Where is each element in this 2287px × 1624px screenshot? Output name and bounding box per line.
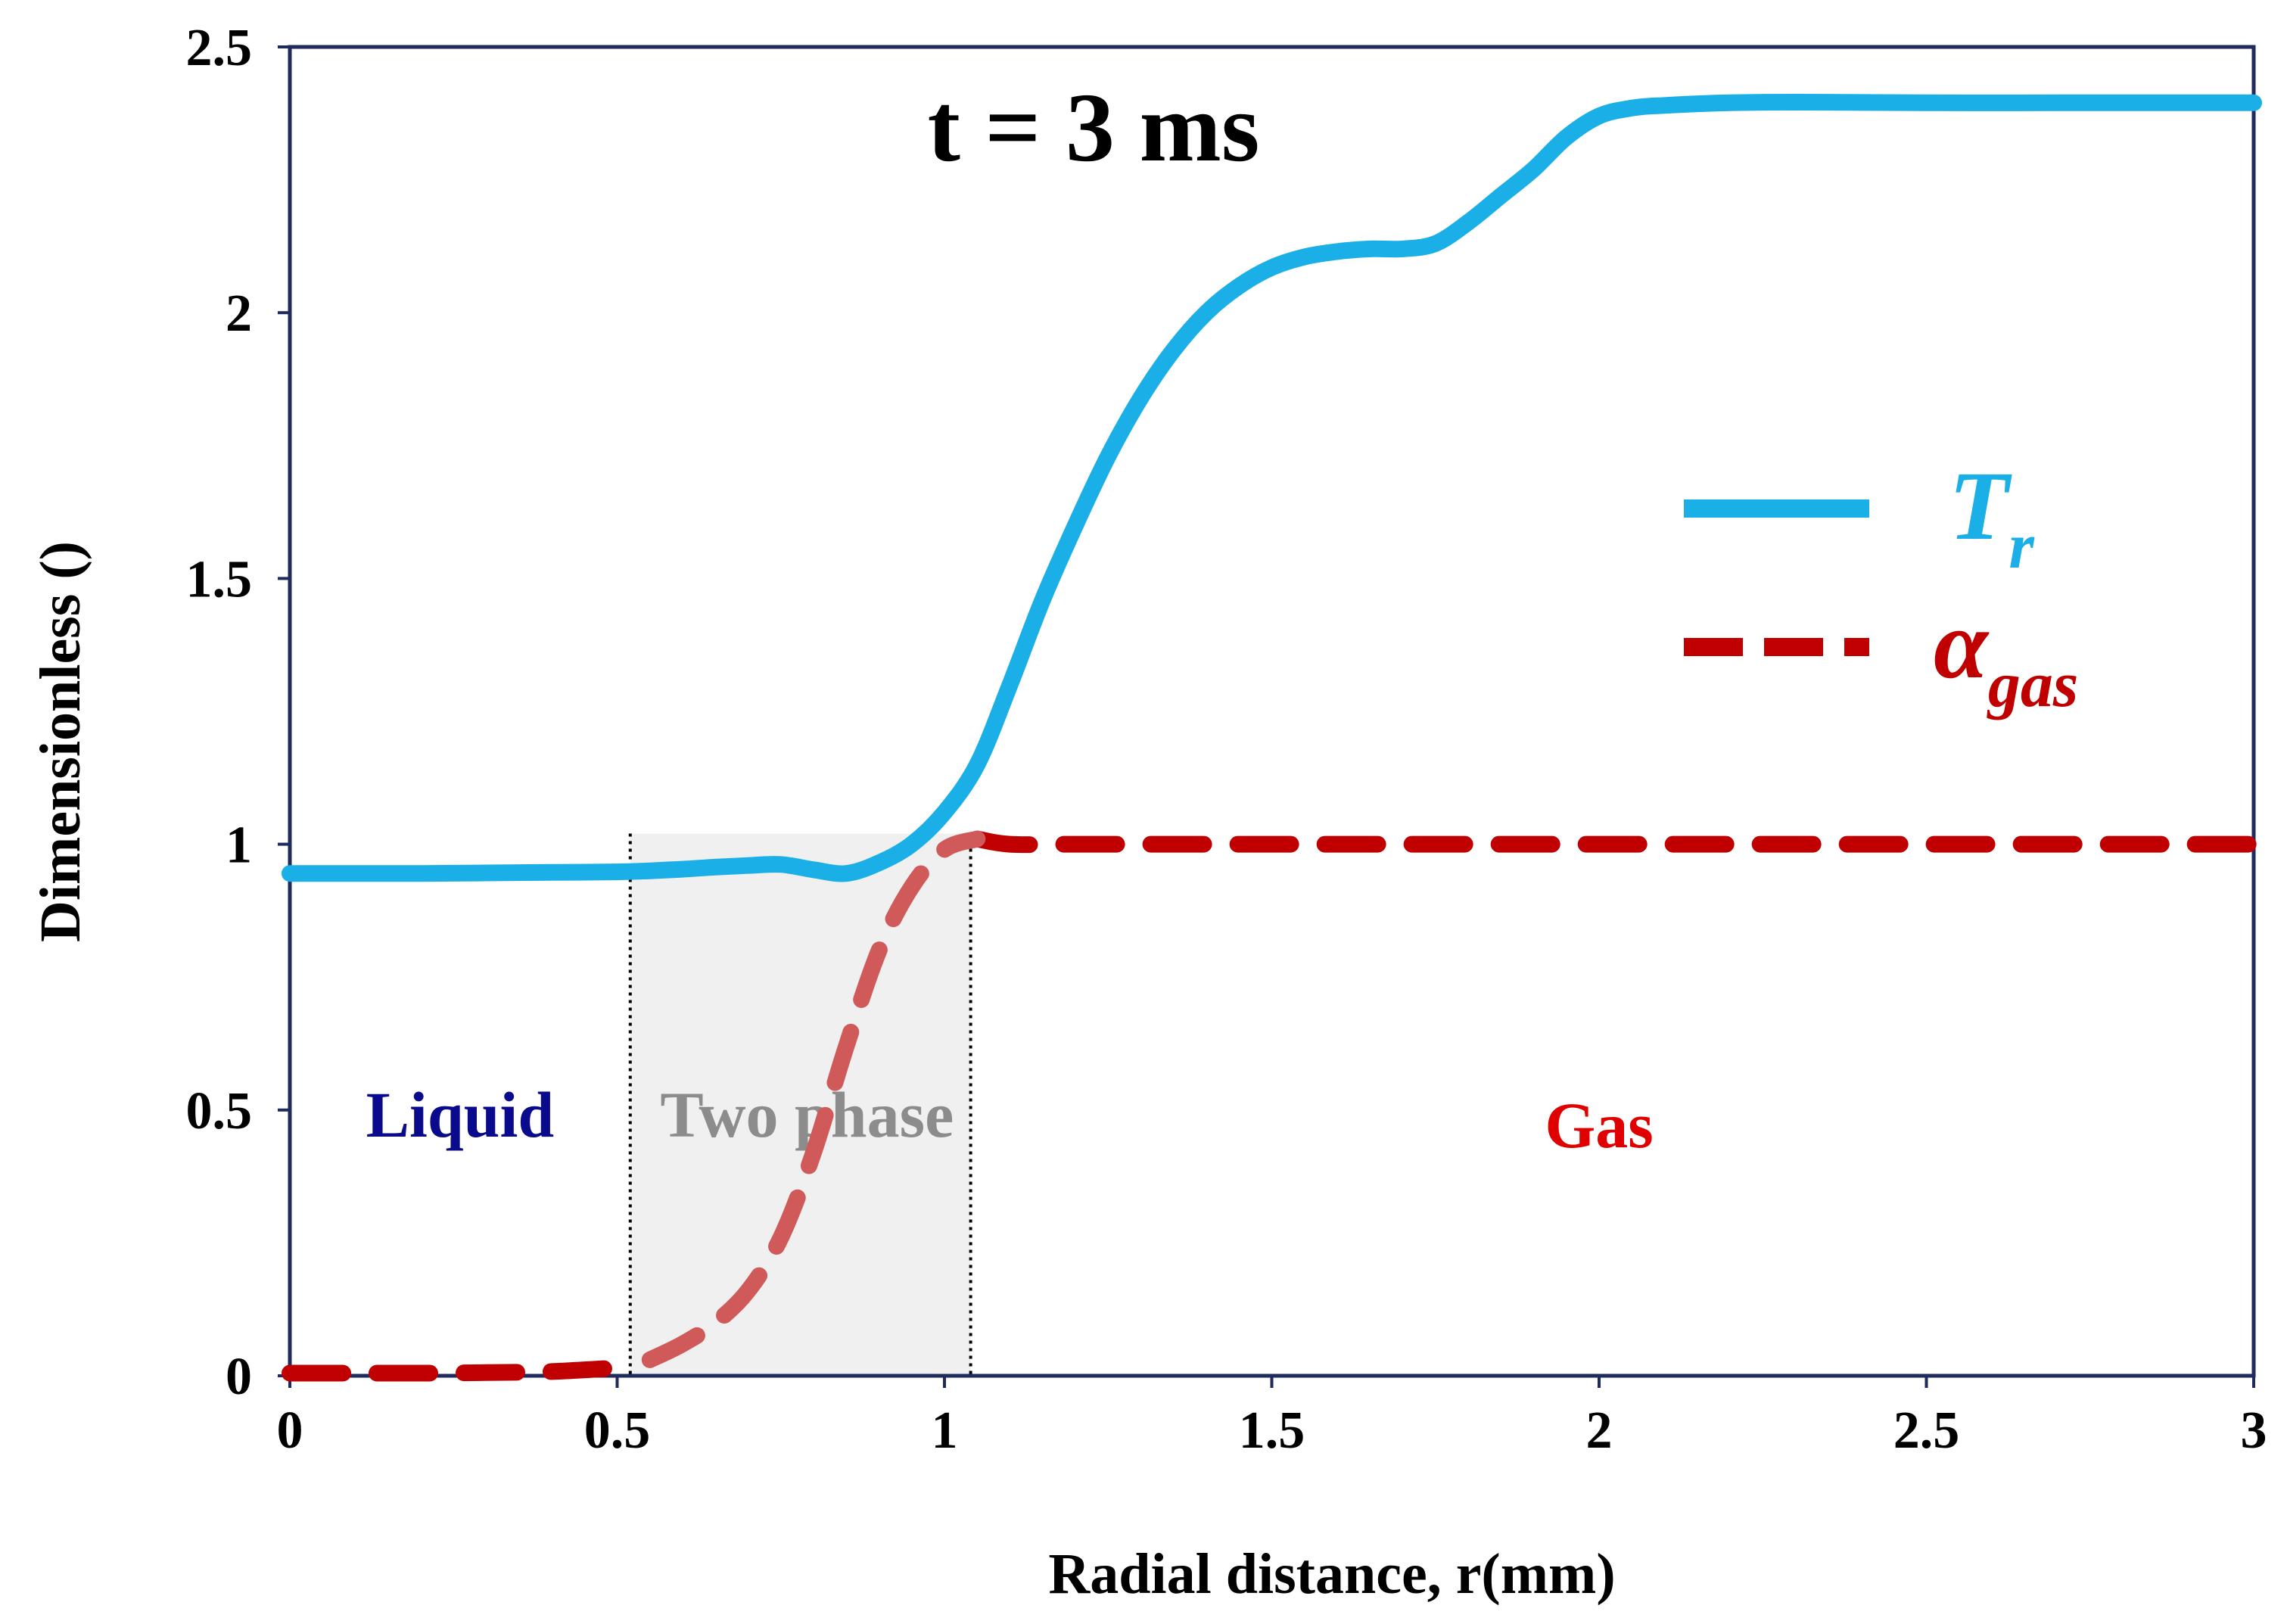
region-annotations: Liquid Two phase Gas: [366, 1078, 1654, 1162]
y-tick-label: 0.5: [186, 1082, 253, 1140]
legend-label-alpha-gas: αgas: [1934, 590, 2078, 720]
x-tick-label: 3: [2241, 1402, 2267, 1460]
y-tick-label: 0: [226, 1348, 252, 1406]
y-axis-title: Dimensionless (): [29, 541, 92, 942]
annotation-gas: Gas: [1545, 1089, 1653, 1162]
chart-title: t = 3 ms: [928, 73, 1260, 182]
plot-frame: [288, 45, 2256, 1378]
x-tick-label: 0.5: [584, 1402, 651, 1460]
x-tick-label: 2.5: [1893, 1402, 1960, 1460]
legend-alpha-subscript: gas: [1987, 648, 2078, 720]
alpha-gas-series-line: [282, 830, 2262, 1382]
alpha-gas-series-line-two-phase: [641, 830, 986, 1368]
y-tick-label: 1: [226, 817, 252, 875]
x-axis-ticks: 0 0.5 1 1.5 2 2.5 3: [277, 1376, 2267, 1460]
y-axis-ticks: 0 0.5 1 1.5 2 2.5: [186, 19, 290, 1406]
x-tick-label: 2: [1586, 1402, 1613, 1460]
annotation-liquid: Liquid: [366, 1078, 555, 1151]
legend: Tr αgas: [1684, 452, 2078, 720]
legend-temperature-subscript: r: [2009, 509, 2035, 582]
y-tick-label: 2.5: [186, 19, 253, 77]
legend-alpha-symbol: α: [1934, 590, 1990, 699]
x-axis-title: Radial distance, r(mm): [1048, 1542, 1615, 1606]
x-tick-label: 0: [277, 1402, 303, 1460]
legend-label-temperature: Tr: [1949, 452, 2035, 582]
temperature-series-line: [282, 94, 2262, 882]
annotation-two-phase: Two phase: [660, 1078, 954, 1151]
y-tick-label: 1.5: [186, 550, 253, 608]
x-tick-label: 1: [932, 1402, 958, 1460]
x-tick-label: 1.5: [1239, 1402, 1305, 1460]
y-tick-label: 2: [226, 285, 252, 343]
two-phase-region: [630, 833, 971, 1376]
legend-temperature-symbol: T: [1949, 452, 2012, 561]
